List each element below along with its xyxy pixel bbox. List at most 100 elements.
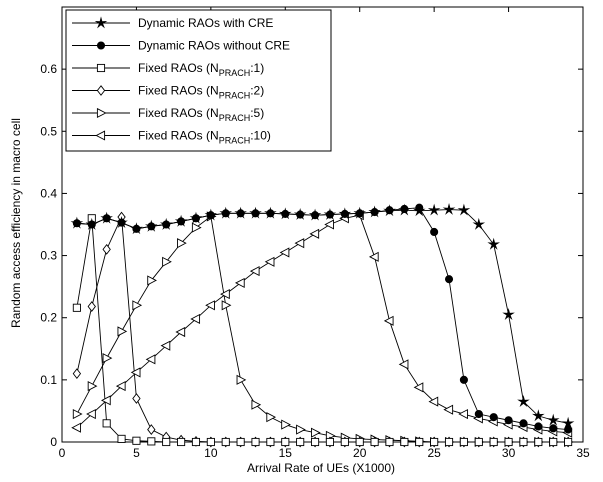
marker xyxy=(428,396,439,407)
marker xyxy=(561,416,575,429)
marker xyxy=(502,308,515,320)
marker xyxy=(147,275,157,286)
marker xyxy=(281,419,291,430)
series-line xyxy=(76,215,569,443)
marker xyxy=(279,207,292,220)
marker xyxy=(459,375,468,384)
marker xyxy=(72,368,82,380)
marker xyxy=(95,130,106,141)
marker xyxy=(309,228,320,239)
marker xyxy=(340,437,349,447)
marker xyxy=(266,437,275,447)
x-tick-label: 30 xyxy=(502,446,516,460)
marker xyxy=(293,207,307,220)
marker xyxy=(221,300,232,311)
x-tick-label: 15 xyxy=(279,446,293,460)
marker xyxy=(100,211,113,224)
x-tick-label: 25 xyxy=(427,446,441,460)
marker xyxy=(72,408,83,420)
marker xyxy=(147,424,156,435)
marker xyxy=(546,413,560,426)
marker xyxy=(311,427,321,438)
marker xyxy=(102,419,111,428)
marker xyxy=(430,227,439,237)
marker xyxy=(427,203,441,216)
marker xyxy=(442,202,456,215)
marker xyxy=(324,219,334,230)
marker xyxy=(519,437,528,447)
series-line xyxy=(76,207,569,431)
marker xyxy=(474,437,483,447)
marker xyxy=(85,217,99,230)
marker xyxy=(251,399,262,410)
marker xyxy=(534,422,543,431)
marker xyxy=(534,437,543,447)
marker xyxy=(487,237,500,250)
marker xyxy=(102,353,113,364)
marker xyxy=(87,301,96,312)
marker xyxy=(132,436,141,445)
marker xyxy=(132,300,143,311)
marker xyxy=(264,256,275,267)
marker xyxy=(234,206,247,219)
marker xyxy=(266,412,277,423)
marker xyxy=(236,374,247,385)
marker xyxy=(236,437,245,447)
y-tick-label: 0.4 xyxy=(40,186,57,200)
legend-label: Fixed RAOs (NPRACH:1) xyxy=(138,61,264,78)
marker xyxy=(338,207,352,220)
marker xyxy=(415,437,424,447)
marker xyxy=(400,437,409,447)
marker xyxy=(249,266,260,277)
marker xyxy=(294,238,305,249)
marker xyxy=(145,219,158,232)
marker xyxy=(489,437,498,447)
marker xyxy=(472,217,486,230)
marker xyxy=(398,203,411,216)
legend-label: Fixed RAOs (NPRACH:5) xyxy=(138,106,264,123)
marker xyxy=(96,41,106,50)
marker xyxy=(72,303,81,312)
marker xyxy=(517,395,530,407)
marker xyxy=(459,437,468,447)
marker xyxy=(175,326,186,338)
marker xyxy=(474,409,483,419)
y-tick-label: 0.3 xyxy=(40,249,57,263)
marker xyxy=(94,16,108,29)
marker xyxy=(130,367,141,378)
marker xyxy=(279,247,290,258)
x-tick-label: 0 xyxy=(59,446,66,460)
legend-label: Dynamic RAOs with CRE xyxy=(138,16,273,30)
marker xyxy=(504,416,513,425)
marker xyxy=(458,408,468,420)
marker xyxy=(190,313,201,325)
marker xyxy=(159,217,173,230)
marker xyxy=(251,437,260,447)
marker xyxy=(444,437,454,447)
marker xyxy=(96,85,106,96)
marker xyxy=(115,381,126,392)
x-tick-label: 10 xyxy=(204,446,218,460)
marker xyxy=(519,419,528,428)
marker xyxy=(86,408,96,420)
marker xyxy=(368,205,381,218)
marker xyxy=(383,315,394,326)
legend-label: Fixed RAOs (NPRACH:10) xyxy=(138,129,271,146)
marker xyxy=(489,413,498,422)
marker xyxy=(368,251,379,262)
y-axis-label: Random access efficiency in macro cell xyxy=(9,118,23,328)
marker xyxy=(249,206,262,219)
legend-box xyxy=(65,9,332,152)
marker xyxy=(325,437,334,447)
marker xyxy=(160,340,171,351)
marker xyxy=(87,381,98,392)
marker xyxy=(206,437,215,447)
marker xyxy=(191,222,202,233)
marker xyxy=(398,359,409,370)
marker xyxy=(220,289,230,300)
marker xyxy=(117,434,126,443)
marker xyxy=(189,211,203,224)
y-tick-label: 0.6 xyxy=(40,62,57,76)
marker xyxy=(96,63,106,73)
